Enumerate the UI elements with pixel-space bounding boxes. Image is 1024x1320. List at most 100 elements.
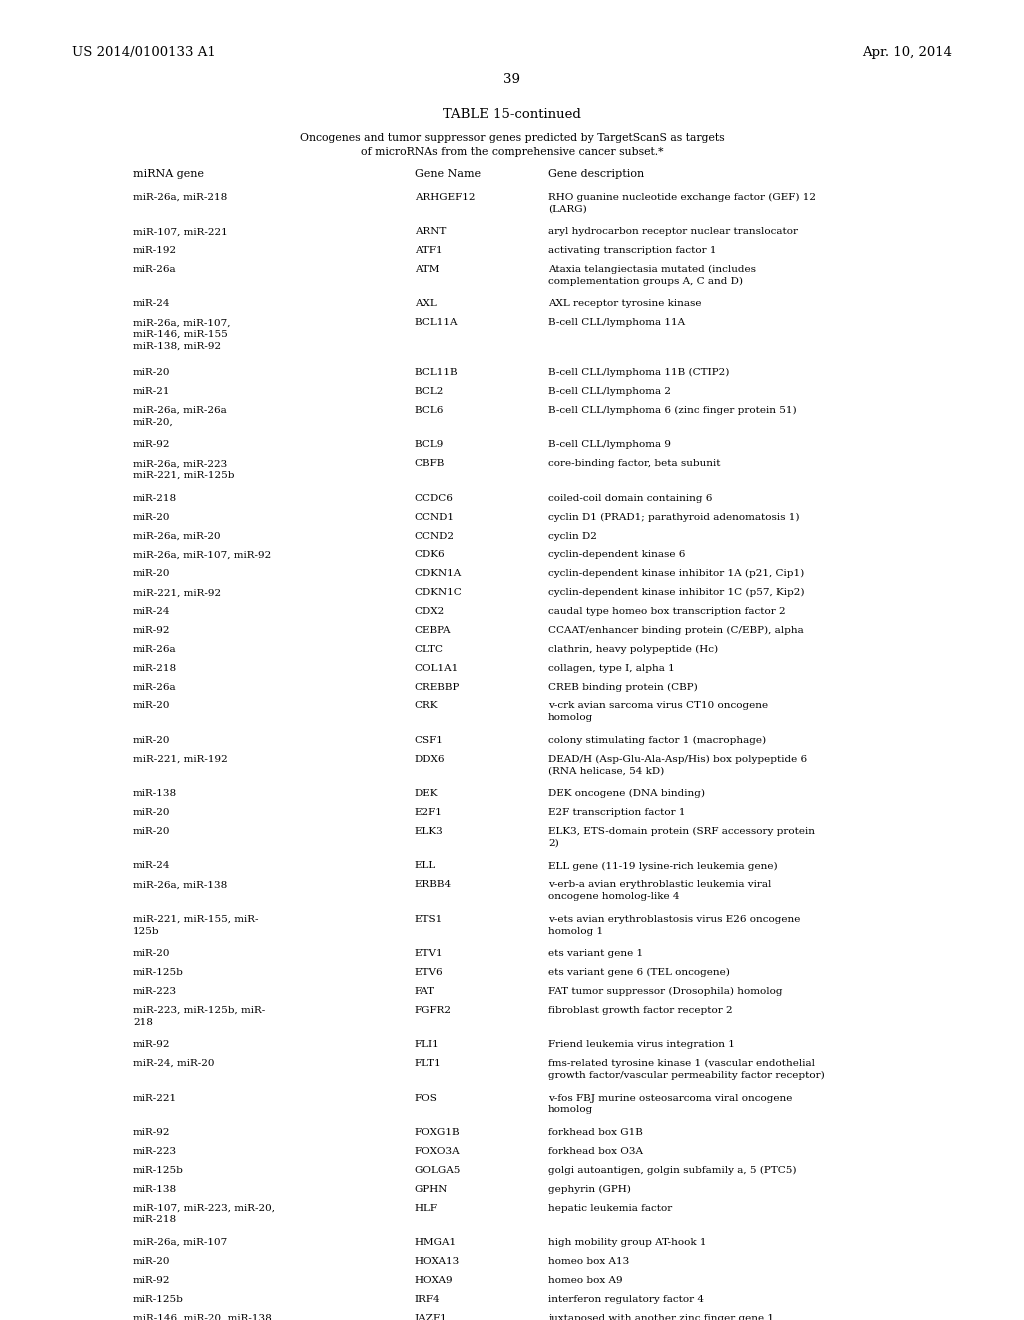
Text: HOXA9: HOXA9 — [415, 1275, 454, 1284]
Text: miR-20: miR-20 — [133, 569, 171, 578]
Text: ERBB4: ERBB4 — [415, 880, 452, 890]
Text: forkhead box O3A: forkhead box O3A — [548, 1147, 643, 1156]
Text: cyclin-dependent kinase inhibitor 1C (p57, Kip2): cyclin-dependent kinase inhibitor 1C (p5… — [548, 589, 804, 598]
Text: BCL2: BCL2 — [415, 387, 444, 396]
Text: v-crk avian sarcoma virus CT10 oncogene
homolog: v-crk avian sarcoma virus CT10 oncogene … — [548, 701, 768, 722]
Text: miR-221: miR-221 — [133, 1093, 177, 1102]
Text: miR-221, miR-155, miR-
125b: miR-221, miR-155, miR- 125b — [133, 915, 259, 936]
Text: BCL11B: BCL11B — [415, 368, 459, 378]
Text: Gene description: Gene description — [548, 169, 644, 180]
Text: juxtaposed with another zinc finger gene 1: juxtaposed with another zinc finger gene… — [548, 1313, 774, 1320]
Text: golgi autoantigen, golgin subfamily a, 5 (PTC5): golgi autoantigen, golgin subfamily a, 5… — [548, 1166, 797, 1175]
Text: miR-26a, miR-20: miR-26a, miR-20 — [133, 532, 221, 541]
Text: coiled-coil domain containing 6: coiled-coil domain containing 6 — [548, 494, 713, 503]
Text: miR-26a, miR-26a
miR-20,: miR-26a, miR-26a miR-20, — [133, 407, 227, 426]
Text: miR-20: miR-20 — [133, 826, 171, 836]
Text: cyclin D1 (PRAD1; parathyroid adenomatosis 1): cyclin D1 (PRAD1; parathyroid adenomatos… — [548, 512, 800, 521]
Text: CLTC: CLTC — [415, 644, 443, 653]
Text: forkhead box G1B: forkhead box G1B — [548, 1129, 643, 1137]
Text: high mobility group AT-hook 1: high mobility group AT-hook 1 — [548, 1238, 707, 1247]
Text: CREB binding protein (CBP): CREB binding protein (CBP) — [548, 682, 697, 692]
Text: FLT1: FLT1 — [415, 1059, 441, 1068]
Text: cyclin-dependent kinase inhibitor 1A (p21, Cip1): cyclin-dependent kinase inhibitor 1A (p2… — [548, 569, 804, 578]
Text: cyclin-dependent kinase 6: cyclin-dependent kinase 6 — [548, 550, 685, 560]
Text: fms-related tyrosine kinase 1 (vascular endothelial
growth factor/vascular perme: fms-related tyrosine kinase 1 (vascular … — [548, 1059, 824, 1080]
Text: miR-21: miR-21 — [133, 387, 171, 396]
Text: aryl hydrocarbon receptor nuclear translocator: aryl hydrocarbon receptor nuclear transl… — [548, 227, 798, 236]
Text: ARHGEF12: ARHGEF12 — [415, 193, 475, 202]
Text: CRK: CRK — [415, 701, 438, 710]
Text: CDKN1A: CDKN1A — [415, 569, 462, 578]
Text: miR-192: miR-192 — [133, 246, 177, 255]
Text: BCL9: BCL9 — [415, 441, 444, 450]
Text: ELK3: ELK3 — [415, 826, 443, 836]
Text: BCL11A: BCL11A — [415, 318, 458, 327]
Text: miR-92: miR-92 — [133, 441, 171, 450]
Text: miR-26a: miR-26a — [133, 265, 177, 275]
Text: FOS: FOS — [415, 1093, 437, 1102]
Text: ELK3, ETS-domain protein (SRF accessory protein
2): ELK3, ETS-domain protein (SRF accessory … — [548, 826, 815, 847]
Text: ELL gene (11-19 lysine-rich leukemia gene): ELL gene (11-19 lysine-rich leukemia gen… — [548, 862, 777, 871]
Text: clathrin, heavy polypeptide (Hc): clathrin, heavy polypeptide (Hc) — [548, 644, 718, 653]
Text: CREBBP: CREBBP — [415, 682, 460, 692]
Text: miR-138: miR-138 — [133, 789, 177, 799]
Text: B-cell CLL/lymphoma 2: B-cell CLL/lymphoma 2 — [548, 387, 671, 396]
Text: HOXA13: HOXA13 — [415, 1257, 460, 1266]
Text: miR-24: miR-24 — [133, 607, 171, 616]
Text: miR-218: miR-218 — [133, 494, 177, 503]
Text: DEK: DEK — [415, 789, 438, 799]
Text: CSF1: CSF1 — [415, 735, 443, 744]
Text: miR-20: miR-20 — [133, 808, 171, 817]
Text: B-cell CLL/lymphoma 9: B-cell CLL/lymphoma 9 — [548, 441, 671, 450]
Text: B-cell CLL/lymphoma 6 (zinc finger protein 51): B-cell CLL/lymphoma 6 (zinc finger prote… — [548, 407, 797, 416]
Text: miR-125b: miR-125b — [133, 968, 184, 977]
Text: caudal type homeo box transcription factor 2: caudal type homeo box transcription fact… — [548, 607, 785, 616]
Text: CDKN1C: CDKN1C — [415, 589, 463, 597]
Text: homeo box A9: homeo box A9 — [548, 1275, 623, 1284]
Text: miR-20: miR-20 — [133, 1257, 171, 1266]
Text: COL1A1: COL1A1 — [415, 664, 459, 673]
Text: B-cell CLL/lymphoma 11B (CTIP2): B-cell CLL/lymphoma 11B (CTIP2) — [548, 368, 729, 378]
Text: miR-221, miR-92: miR-221, miR-92 — [133, 589, 221, 597]
Text: CDX2: CDX2 — [415, 607, 445, 616]
Text: interferon regulatory factor 4: interferon regulatory factor 4 — [548, 1295, 703, 1304]
Text: ELL: ELL — [415, 862, 436, 870]
Text: FOXG1B: FOXG1B — [415, 1129, 461, 1137]
Text: hepatic leukemia factor: hepatic leukemia factor — [548, 1204, 672, 1213]
Text: of microRNAs from the comprehensive cancer subset.*: of microRNAs from the comprehensive canc… — [360, 147, 664, 157]
Text: DDX6: DDX6 — [415, 755, 445, 764]
Text: ETS1: ETS1 — [415, 915, 443, 924]
Text: miR-26a, miR-218: miR-26a, miR-218 — [133, 193, 227, 202]
Text: miR-92: miR-92 — [133, 626, 171, 635]
Text: core-binding factor, beta subunit: core-binding factor, beta subunit — [548, 459, 720, 469]
Text: v-fos FBJ murine osteosarcoma viral oncogene
homolog: v-fos FBJ murine osteosarcoma viral onco… — [548, 1093, 793, 1114]
Text: FLI1: FLI1 — [415, 1040, 439, 1049]
Text: miR-20: miR-20 — [133, 949, 171, 958]
Text: miR-26a: miR-26a — [133, 682, 177, 692]
Text: colony stimulating factor 1 (macrophage): colony stimulating factor 1 (macrophage) — [548, 735, 766, 744]
Text: miR-24, miR-20: miR-24, miR-20 — [133, 1059, 215, 1068]
Text: CDK6: CDK6 — [415, 550, 445, 560]
Text: Ataxia telangiectasia mutated (includes
complementation groups A, C and D): Ataxia telangiectasia mutated (includes … — [548, 265, 756, 286]
Text: AXL: AXL — [415, 300, 436, 309]
Text: RHO guanine nucleotide exchange factor (GEF) 12
(LARG): RHO guanine nucleotide exchange factor (… — [548, 193, 816, 214]
Text: miRNA gene: miRNA gene — [133, 169, 204, 180]
Text: miR-146, miR-20, miR-138: miR-146, miR-20, miR-138 — [133, 1313, 271, 1320]
Text: miR-20: miR-20 — [133, 735, 171, 744]
Text: miR-92: miR-92 — [133, 1040, 171, 1049]
Text: HLF: HLF — [415, 1204, 437, 1213]
Text: ets variant gene 6 (TEL oncogene): ets variant gene 6 (TEL oncogene) — [548, 968, 730, 977]
Text: miR-20: miR-20 — [133, 512, 171, 521]
Text: GOLGA5: GOLGA5 — [415, 1166, 461, 1175]
Text: DEK oncogene (DNA binding): DEK oncogene (DNA binding) — [548, 789, 705, 799]
Text: miR-26a, miR-107,
miR-146, miR-155
miR-138, miR-92: miR-26a, miR-107, miR-146, miR-155 miR-1… — [133, 318, 230, 351]
Text: miR-218: miR-218 — [133, 664, 177, 673]
Text: miR-26a, miR-107: miR-26a, miR-107 — [133, 1238, 227, 1247]
Text: miR-107, miR-223, miR-20,
miR-218: miR-107, miR-223, miR-20, miR-218 — [133, 1204, 275, 1225]
Text: miR-125b: miR-125b — [133, 1295, 184, 1304]
Text: miR-221, miR-192: miR-221, miR-192 — [133, 755, 228, 764]
Text: DEAD/H (Asp-Glu-Ala-Asp/His) box polypeptide 6
(RNA helicase, 54 kD): DEAD/H (Asp-Glu-Ala-Asp/His) box polypep… — [548, 755, 807, 776]
Text: miR-92: miR-92 — [133, 1129, 171, 1137]
Text: 39: 39 — [504, 73, 520, 86]
Text: CCND1: CCND1 — [415, 512, 455, 521]
